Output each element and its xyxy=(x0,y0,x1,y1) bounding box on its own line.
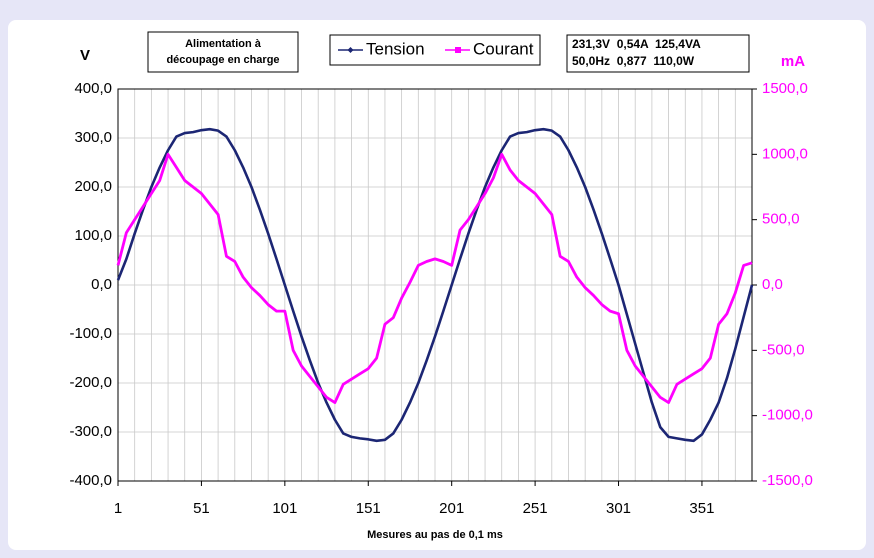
y-tick-label: -300,0 xyxy=(69,423,112,440)
annotation-box xyxy=(147,31,299,73)
x-tick-label: 251 xyxy=(523,500,548,517)
y2-axis-label: mA xyxy=(781,53,805,70)
y2-tick-label: -500,0 xyxy=(762,341,805,358)
y2-tick-label: -1000,0 xyxy=(762,407,813,424)
annotation: découpage en charge xyxy=(166,54,279,66)
info: 231,3V 0,54A 125,4VA xyxy=(572,37,701,51)
info: 50,0Hz 0,877 110,0W xyxy=(572,54,695,68)
y2-tick-label: 1500,0 xyxy=(762,80,808,97)
x-tick-label: 201 xyxy=(439,500,464,517)
x-tick-label: 151 xyxy=(356,500,381,517)
x-tick-label: 351 xyxy=(689,500,714,517)
x-tick-label: 101 xyxy=(272,500,297,517)
legend-marker xyxy=(455,47,461,53)
y-axis-label: V xyxy=(80,47,90,64)
y-tick-label: 0,0 xyxy=(91,276,112,293)
y-tick-label: -100,0 xyxy=(69,325,112,342)
series-line xyxy=(116,127,754,443)
legend-label: Tension xyxy=(366,39,425,58)
annotation: Alimentation à xyxy=(185,38,262,50)
y-tick-label: 300,0 xyxy=(74,129,112,146)
y2-tick-label: -1500,0 xyxy=(762,472,813,489)
y-tick-label: 100,0 xyxy=(74,227,112,244)
x-tick-label: 51 xyxy=(193,500,210,517)
y-tick-label: 200,0 xyxy=(74,178,112,195)
legend-box xyxy=(329,34,541,66)
legend-marker xyxy=(347,47,354,53)
x-tick-label: 301 xyxy=(606,500,631,517)
legend-label: Courant xyxy=(473,39,534,58)
x-axis-label: Mesures au pas de 0,1 ms xyxy=(367,529,503,541)
y-tick-label: 400,0 xyxy=(74,80,112,97)
info-box xyxy=(566,34,750,73)
y2-tick-label: 0,0 xyxy=(762,276,783,293)
x-tick-label: 1 xyxy=(114,500,122,517)
y2-tick-label: 1000,0 xyxy=(762,145,808,162)
series-line xyxy=(116,152,753,404)
y-tick-label: -200,0 xyxy=(69,374,112,391)
y-tick-label: -400,0 xyxy=(69,472,112,489)
y2-tick-label: 500,0 xyxy=(762,211,800,228)
